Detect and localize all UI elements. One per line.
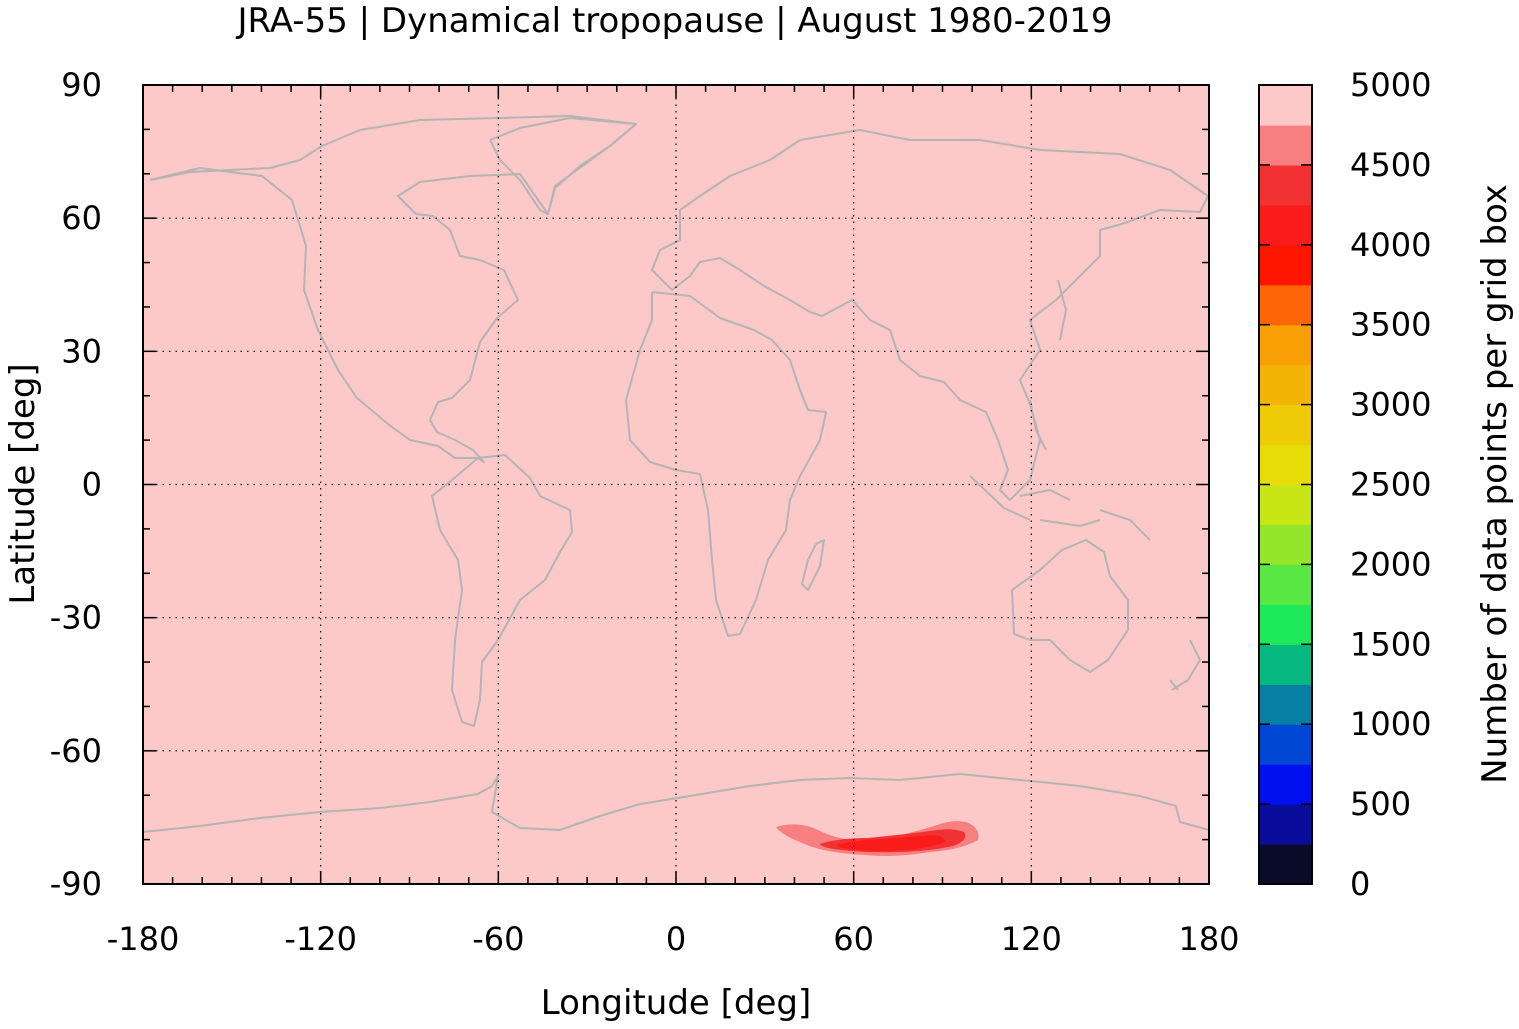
colorbar-tick-label: 3500 [1350, 306, 1431, 344]
coastline-north-america [149, 115, 637, 463]
coastline-new-zealand [1169, 639, 1201, 691]
colorbar-band [1259, 604, 1312, 645]
colorbar-tick-label: 4500 [1350, 146, 1431, 184]
colorbar-band [1259, 404, 1312, 446]
coastline-antarctica [142, 773, 1210, 833]
colorbar-band [1259, 85, 1312, 126]
colorbar-tick-label: 2500 [1350, 466, 1431, 504]
colorbar-band [1259, 564, 1312, 605]
map-panel [142, 84, 1210, 885]
y-tick-labels: -90 -60 -30 0 30 60 90 [50, 66, 102, 903]
coastline-africa-eurasia [625, 129, 1209, 637]
y-tick-label: -30 [50, 599, 102, 637]
x-tick-label: 60 [833, 920, 874, 958]
y-tick-label: 0 [82, 466, 102, 504]
colorbar-band [1259, 364, 1312, 406]
colorbar-frame [1258, 84, 1313, 885]
colorbar-band [1259, 444, 1312, 486]
coastline-maritime-asia [969, 279, 1151, 541]
colorbar-tick-label: 500 [1350, 785, 1411, 823]
colorbar-label: Number of data points per grid box [1475, 184, 1515, 784]
grid-lines [143, 85, 1209, 884]
chart-title: JRA-55 | Dynamical tropopause | August 1… [236, 1, 1113, 41]
colorbar-tick-labels: 0 500 1000 1500 2000 2500 3000 3500 4000 4500 5000 [1350, 66, 1431, 903]
colorbar-tick-label: 1000 [1350, 705, 1431, 743]
colorbar-tick-label: 0 [1350, 865, 1370, 903]
colorbar-band [1259, 844, 1312, 885]
colorbar-tick-label: 3000 [1350, 386, 1431, 424]
coastline-south-america [431, 454, 573, 727]
y-tick-label: -60 [50, 732, 102, 770]
colorbar-band [1259, 804, 1312, 845]
colorbar-band [1259, 284, 1312, 326]
colorbar-tick-label: 1500 [1350, 625, 1431, 663]
x-tick-label: -180 [107, 920, 180, 958]
reduced-count-region [776, 821, 979, 856]
colorbar-band [1259, 164, 1312, 206]
coastline-madagascar [801, 539, 825, 591]
colorbar-band [1259, 204, 1312, 246]
x-tick-label: 120 [1001, 920, 1062, 958]
x-tick-label: 0 [666, 920, 686, 958]
colorbar-tick-label: 4000 [1350, 226, 1431, 264]
x-tick-label: -120 [284, 920, 357, 958]
contour-4250 [836, 835, 945, 851]
colorbar: 0 500 1000 1500 2000 2500 3000 3500 4000 4500 5000… [1258, 66, 1515, 903]
y-axis-label: Latitude [deg] [3, 363, 43, 604]
colorbar-band [1259, 324, 1312, 366]
plot-frame [142, 84, 1210, 885]
colorbar-band [1259, 684, 1312, 725]
colorbar-bands [1259, 85, 1312, 885]
y-tick-label: -90 [50, 865, 102, 903]
y-tick-label: 30 [61, 332, 102, 370]
x-tick-labels: -180 -120 -60 0 60 120 180 [107, 920, 1240, 958]
y-tick-label: 90 [61, 66, 102, 104]
colorbar-band [1259, 244, 1312, 286]
y-tick-label: 60 [61, 199, 102, 237]
x-tick-label: -60 [472, 920, 524, 958]
x-tick-label: 180 [1178, 920, 1239, 958]
coastlines [142, 115, 1210, 833]
colorbar-band [1259, 124, 1312, 166]
colorbar-band [1259, 724, 1312, 765]
colorbar-band [1259, 764, 1312, 805]
colorbar-band [1259, 484, 1312, 526]
colorbar-band [1259, 644, 1312, 685]
colorbar-tick-label: 5000 [1350, 66, 1431, 104]
colorbar-tick-label: 2000 [1350, 545, 1431, 583]
coastline-greenland [489, 117, 637, 215]
colorbar-band [1259, 524, 1312, 565]
coastline-australia [1011, 539, 1129, 673]
x-axis-label: Longitude [deg] [541, 983, 812, 1023]
